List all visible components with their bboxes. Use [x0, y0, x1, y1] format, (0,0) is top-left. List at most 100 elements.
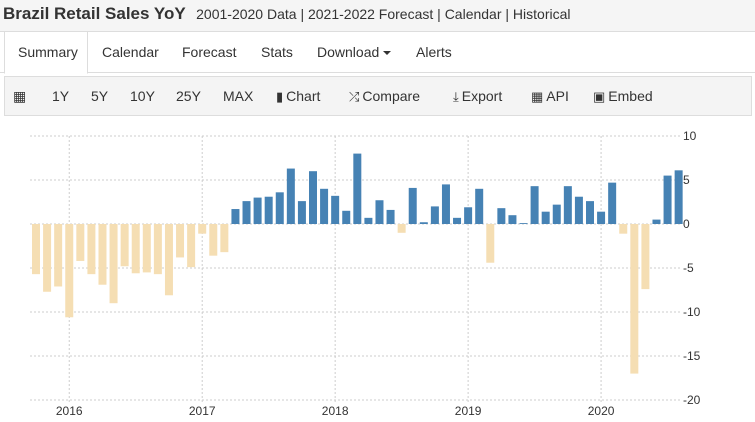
bar-2020-07: [663, 175, 672, 224]
tab-forecast[interactable]: Forecast: [182, 44, 237, 60]
export-label: Export: [461, 88, 503, 104]
bar-2020-05: [641, 224, 650, 290]
bar-2019-06: [519, 223, 528, 224]
chart-label: Chart: [286, 88, 321, 104]
download-icon: ⤓: [453, 89, 459, 104]
caret-down-icon: [383, 51, 392, 56]
bar-2018-03: [353, 153, 362, 224]
bar-2020-02: [608, 182, 617, 224]
bar-2020-03: [619, 224, 628, 234]
x-tick-label: 2019: [455, 404, 482, 418]
y-tick-label: 10: [683, 129, 697, 143]
bar-2019-12: [586, 201, 594, 224]
bar-2017-05: [242, 201, 251, 224]
bar-2018-08: [408, 187, 417, 224]
image-icon: ▣: [593, 89, 606, 104]
bar-2019-09: [552, 204, 561, 224]
bar-2017-11: [309, 171, 317, 224]
bar-2016-10: [164, 224, 173, 296]
bar-2018-07: [397, 224, 406, 233]
bar-2016-11: [176, 224, 185, 258]
bar-2015-12: [54, 224, 63, 287]
bar-2018-05: [375, 200, 384, 224]
tab-calendar[interactable]: Calendar: [102, 44, 159, 60]
bar-2019-04: [497, 208, 506, 224]
bar-2016-07: [131, 224, 140, 274]
bar-2019-08: [541, 211, 550, 224]
bar-2017-12: [320, 188, 329, 224]
y-tick-label: -20: [683, 393, 701, 407]
tab-summary[interactable]: Summary: [4, 32, 88, 74]
bar-2016-01: [65, 224, 74, 318]
bar-2019-01: [464, 207, 473, 224]
tab-bar: Summary Calendar Forecast Stats Download…: [0, 32, 755, 74]
range-5y-button[interactable]: 5Y: [91, 88, 109, 104]
bar-2017-10: [297, 201, 306, 224]
bar-2019-11: [574, 196, 583, 224]
bar-2015-10: [32, 224, 40, 275]
x-tick-label: 2018: [322, 404, 349, 418]
bar-2015-11: [43, 224, 52, 292]
bar-2020-04: [630, 224, 639, 374]
tab-download[interactable]: Download: [307, 32, 401, 73]
y-tick-label: -5: [683, 261, 694, 275]
range-1y-button[interactable]: 1Y: [52, 88, 70, 104]
chart-button[interactable]: ▮ Chart: [276, 77, 320, 116]
bar-2019-02: [475, 188, 484, 224]
compare-button[interactable]: ⤮ Compare: [349, 77, 420, 116]
range-25y-button[interactable]: 25Y: [176, 88, 201, 104]
bar-2019-10: [563, 186, 572, 224]
bar-2017-08: [275, 192, 284, 224]
x-tick-label: 2016: [56, 404, 83, 418]
x-tick-label: 2020: [588, 404, 615, 418]
bar-2016-04: [98, 224, 107, 285]
bar-2019-05: [508, 215, 517, 224]
grid-icon: ▦: [531, 89, 544, 104]
bar-2020-01: [597, 211, 606, 224]
bar-2016-02: [76, 224, 85, 261]
range-max-button[interactable]: MAX: [223, 88, 254, 104]
bar-2016-06: [120, 224, 129, 267]
tab-download-label: Download: [317, 44, 380, 60]
chart-toolbar: ▦ 1Y 5Y 10Y 25Y MAX ▮ Chart ⤮ Compare ⤓ Exp…: [4, 76, 752, 116]
bar-2017-09: [286, 168, 295, 224]
bar-2016-09: [153, 224, 162, 275]
bar-2018-12: [453, 217, 462, 224]
tab-alerts[interactable]: Alerts: [416, 44, 452, 60]
bar-2016-03: [87, 224, 96, 275]
x-tick-label: 2017: [189, 404, 216, 418]
page-title: Brazil Retail Sales YoY: [3, 4, 186, 23]
bar-2017-07: [264, 196, 273, 224]
bar-2017-04: [231, 209, 240, 224]
bar-2017-06: [253, 197, 262, 224]
bar-2018-01: [331, 195, 340, 224]
bar-2020-06: [652, 219, 661, 224]
shuffle-icon: ⤮: [349, 89, 360, 104]
bar-2018-10: [430, 206, 439, 224]
bar-2017-03: [220, 224, 229, 253]
retail-sales-chart: 10 5 0 -5 -10 -15 -20 2016 2017 2018 2019 2020: [30, 129, 701, 418]
bar-2020-08: [674, 170, 683, 224]
calendar-icon[interactable]: ▦: [13, 88, 27, 104]
bar-chart-icon: ▮: [276, 89, 284, 104]
bar-2018-09: [419, 222, 428, 224]
y-tick-label: -10: [683, 305, 701, 319]
bar-2017-02: [209, 224, 218, 256]
embed-button[interactable]: ▣ Embed: [593, 77, 653, 116]
bar-2018-04: [364, 217, 373, 224]
bar-2017-01: [198, 224, 207, 234]
bar-2019-07: [530, 186, 539, 224]
range-10y-button[interactable]: 10Y: [130, 88, 155, 104]
y-tick-label: 5: [683, 173, 690, 187]
embed-label: Embed: [608, 88, 653, 104]
title-bar: Brazil Retail Sales YoY 2001-2020 Data |…: [0, 0, 755, 32]
bar-2016-08: [142, 224, 151, 273]
compare-label: Compare: [362, 88, 420, 104]
bar-2019-03: [486, 224, 495, 263]
tab-stats[interactable]: Stats: [261, 44, 293, 60]
bar-2016-12: [187, 224, 196, 268]
export-button[interactable]: ⤓ Export: [453, 77, 502, 116]
bar-2018-02: [342, 210, 351, 224]
api-button[interactable]: ▦ API: [531, 77, 569, 116]
api-label: API: [546, 88, 569, 104]
